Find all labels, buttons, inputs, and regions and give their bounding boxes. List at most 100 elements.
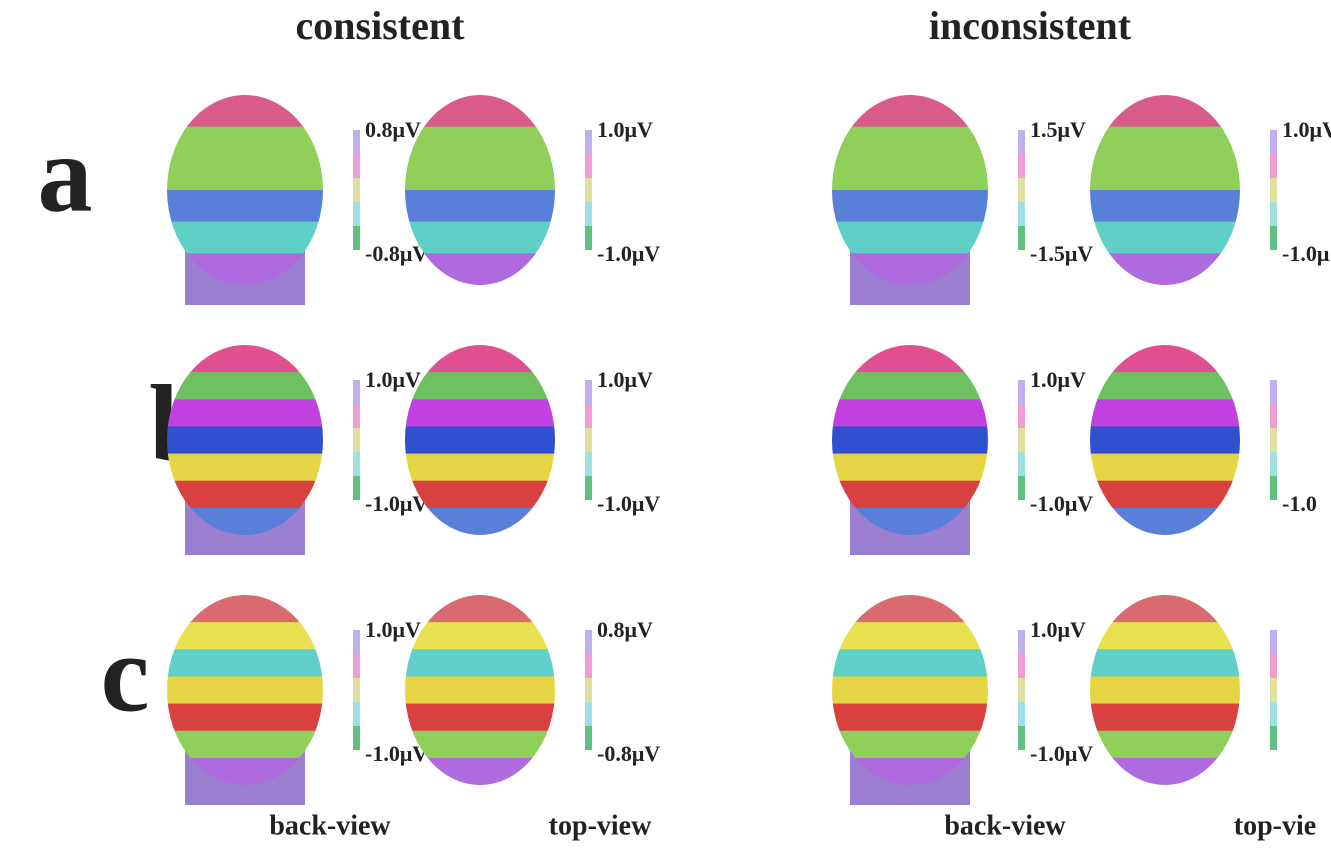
scale-min: -1.0μV [365,741,428,766]
scale-min: -1.0μV [597,241,660,266]
band [167,126,323,160]
band [1090,399,1240,428]
scale-bar [353,428,360,452]
band [167,95,323,128]
scale-bar [585,476,592,500]
head [405,595,555,785]
band [832,399,988,428]
scale-bar [353,380,360,404]
head [832,345,988,535]
scale-bar [1018,476,1025,500]
scale-bar [1270,654,1277,678]
band [1090,345,1240,374]
band [1090,158,1240,191]
band [832,453,988,482]
band [1090,649,1240,678]
scale-bar [353,702,360,726]
scale-bar [353,202,360,226]
scale-min: -1.0μV [597,491,660,516]
band [405,95,555,128]
band [167,730,323,759]
band [405,622,555,651]
scale-min: -1.0 [1282,491,1317,516]
band [832,95,988,128]
band [405,345,555,374]
scale-max: 1.0μV [1030,367,1086,392]
scale-min: -1.5μV [1030,241,1093,266]
scale-bar [353,154,360,178]
scale-bar [1018,404,1025,428]
scale-bar [1018,178,1025,202]
band [1090,757,1240,785]
scale-bar [585,428,592,452]
band [167,453,323,482]
scale-max: 0.8μV [597,617,653,642]
band [832,703,988,732]
scale-bar [1270,678,1277,702]
scale-bar [585,452,592,476]
band [1090,676,1240,705]
band [167,190,323,223]
scale-bar [585,678,592,702]
band [405,480,555,509]
band [405,126,555,160]
band [167,703,323,732]
scale-bar [353,226,360,250]
band [832,345,988,374]
scale-bar [585,654,592,678]
band [832,426,988,455]
scale-bar [1270,476,1277,500]
scale-bar [353,404,360,428]
band [405,649,555,678]
band [1090,730,1240,759]
band [1090,126,1240,160]
scale-max: 1.0μV [365,617,421,642]
band [832,730,988,759]
scale-bar [1270,154,1277,178]
scale-max: 1.0μV [1030,617,1086,642]
scale-bar [1270,702,1277,726]
band [1090,453,1240,482]
scale-bar [1270,404,1277,428]
scale-min: -0.8μV [597,741,660,766]
band [1090,95,1240,128]
band [405,426,555,455]
scale-min: -1.0μ [1282,241,1330,266]
view-label: back-view [269,810,391,841]
scale-bar [353,654,360,678]
band [1090,221,1240,255]
row-label: a [38,112,93,234]
band [832,676,988,705]
scale-bar [585,130,592,154]
band [167,221,323,255]
column-header: inconsistent [929,3,1132,48]
scale-bar [353,476,360,500]
band [832,372,988,401]
band [832,221,988,255]
band [167,649,323,678]
band [405,158,555,191]
scale-bar [1018,702,1025,726]
scale-bar [353,178,360,202]
scale-max: 1.0μV [1282,117,1331,142]
view-label: top-vie [1234,810,1316,841]
band [405,190,555,223]
head [1090,595,1240,785]
scale-bar [1270,178,1277,202]
head [1090,95,1240,285]
head [167,595,323,785]
scale-bar [1270,452,1277,476]
band [405,703,555,732]
band [1090,426,1240,455]
scale-bar [585,702,592,726]
band [167,372,323,401]
view-label: top-view [549,810,652,841]
band [832,126,988,160]
scale-max: 1.5μV [1030,117,1086,142]
scale-bar [1270,428,1277,452]
scale-bar [1018,428,1025,452]
scale-bar [1018,630,1025,654]
band [167,426,323,455]
band [405,453,555,482]
band [832,595,988,624]
